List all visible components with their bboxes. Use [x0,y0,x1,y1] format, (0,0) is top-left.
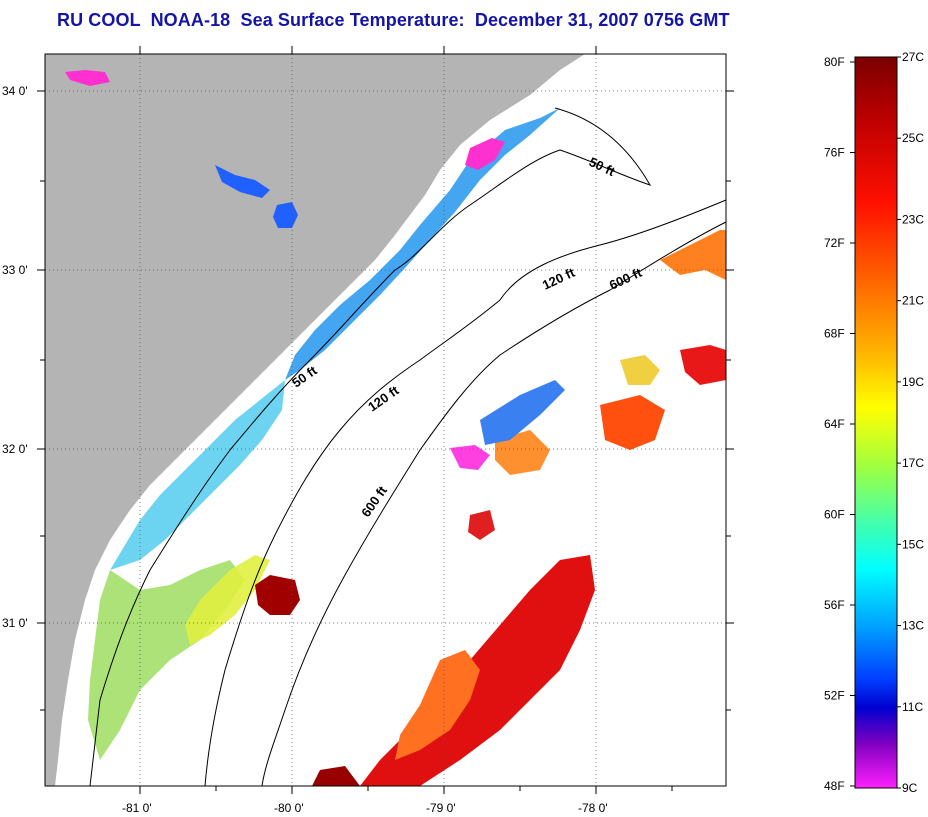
map-title: RU COOL NOAA-18 Sea Surface Temperature:… [57,10,730,30]
colorbar-c-label: 13C [902,619,924,633]
colorbar-c-label: 15C [902,537,924,551]
lat-tick-label: 33 0' [2,263,28,277]
sst-offshore-blue [480,380,565,445]
sst-offshore-mixed-1 [600,395,665,450]
lat-axis-ticks [37,90,734,711]
sst-coastal-blue [285,108,560,380]
sst-offshore-magenta [450,445,490,470]
lat-tick-label: 32 0' [2,442,28,456]
sst-inland-blue-2 [273,202,298,228]
land-mass [45,54,585,786]
sst-offshore-ne-red [680,345,726,385]
lat-tick-label: 34 0' [2,84,28,98]
lon-tick-label: -80 0' [274,801,304,815]
colorbar-f-label: 64F [824,417,845,431]
sst-coastal-yellow [185,555,270,645]
sst-warm-patch-south [255,575,300,615]
graticule [45,54,726,786]
colorbar-c-label: 21C [902,294,924,308]
colorbar-f-label: 76F [824,146,845,160]
colorbar-f-label: 72F [824,236,845,250]
colorbar-fahrenheit-ticks: 80F 76F 72F 68F 64F 60F 56F 52F 48F [824,55,855,793]
colorbar-c-label: 25C [902,131,924,145]
lon-tick-label: -79 0' [426,801,456,815]
map-frame [44,53,727,787]
colorbar-c-label: 11C [902,700,923,714]
sst-offshore-mixed-2 [495,430,550,475]
colorbar-c-label: 19C [902,375,924,389]
colorbar-c-label: 27C [902,50,924,64]
colorbar-f-label: 60F [824,508,845,522]
sst-inland-magenta [65,70,110,86]
sst-offshore-mid-red [468,510,495,540]
colorbar-c-label: 9C [902,781,918,795]
lat-tick-label: 31 0' [2,616,28,630]
sst-offshore-ne-orange [660,230,726,280]
sst-coastal-cyan [110,380,285,570]
colorbar-f-label: 80F [824,55,845,69]
sst-offshore-mid-yellow [620,355,660,385]
colorbar-celsius-ticks: 27C 25C 23C 21C 19C 17C 15C 13C 11C 9C [897,50,924,795]
sst-gulfstream-darkred [312,766,360,786]
colorbar [854,56,898,789]
sst-coastal-magenta [465,138,505,170]
contour-120ft [204,199,727,787]
lon-tick-label: -81 0' [122,801,152,815]
colorbar-c-label: 23C [902,212,924,226]
lon-axis-ticks [139,46,673,794]
bathymetry-contours [89,107,727,787]
colorbar-f-label: 56F [824,598,845,612]
lon-tick-label: -78 0' [578,801,608,815]
sst-gulfstream-orange [395,650,480,760]
colorbar-c-label: 17C [902,456,924,470]
colorbar-f-label: 68F [824,327,845,341]
colorbar-f-label: 52F [824,689,845,703]
contour-600ft [261,221,727,787]
contour-50ft [89,107,652,787]
sst-inland-blue-1 [215,165,270,198]
colorbar-f-label: 48F [824,779,845,793]
